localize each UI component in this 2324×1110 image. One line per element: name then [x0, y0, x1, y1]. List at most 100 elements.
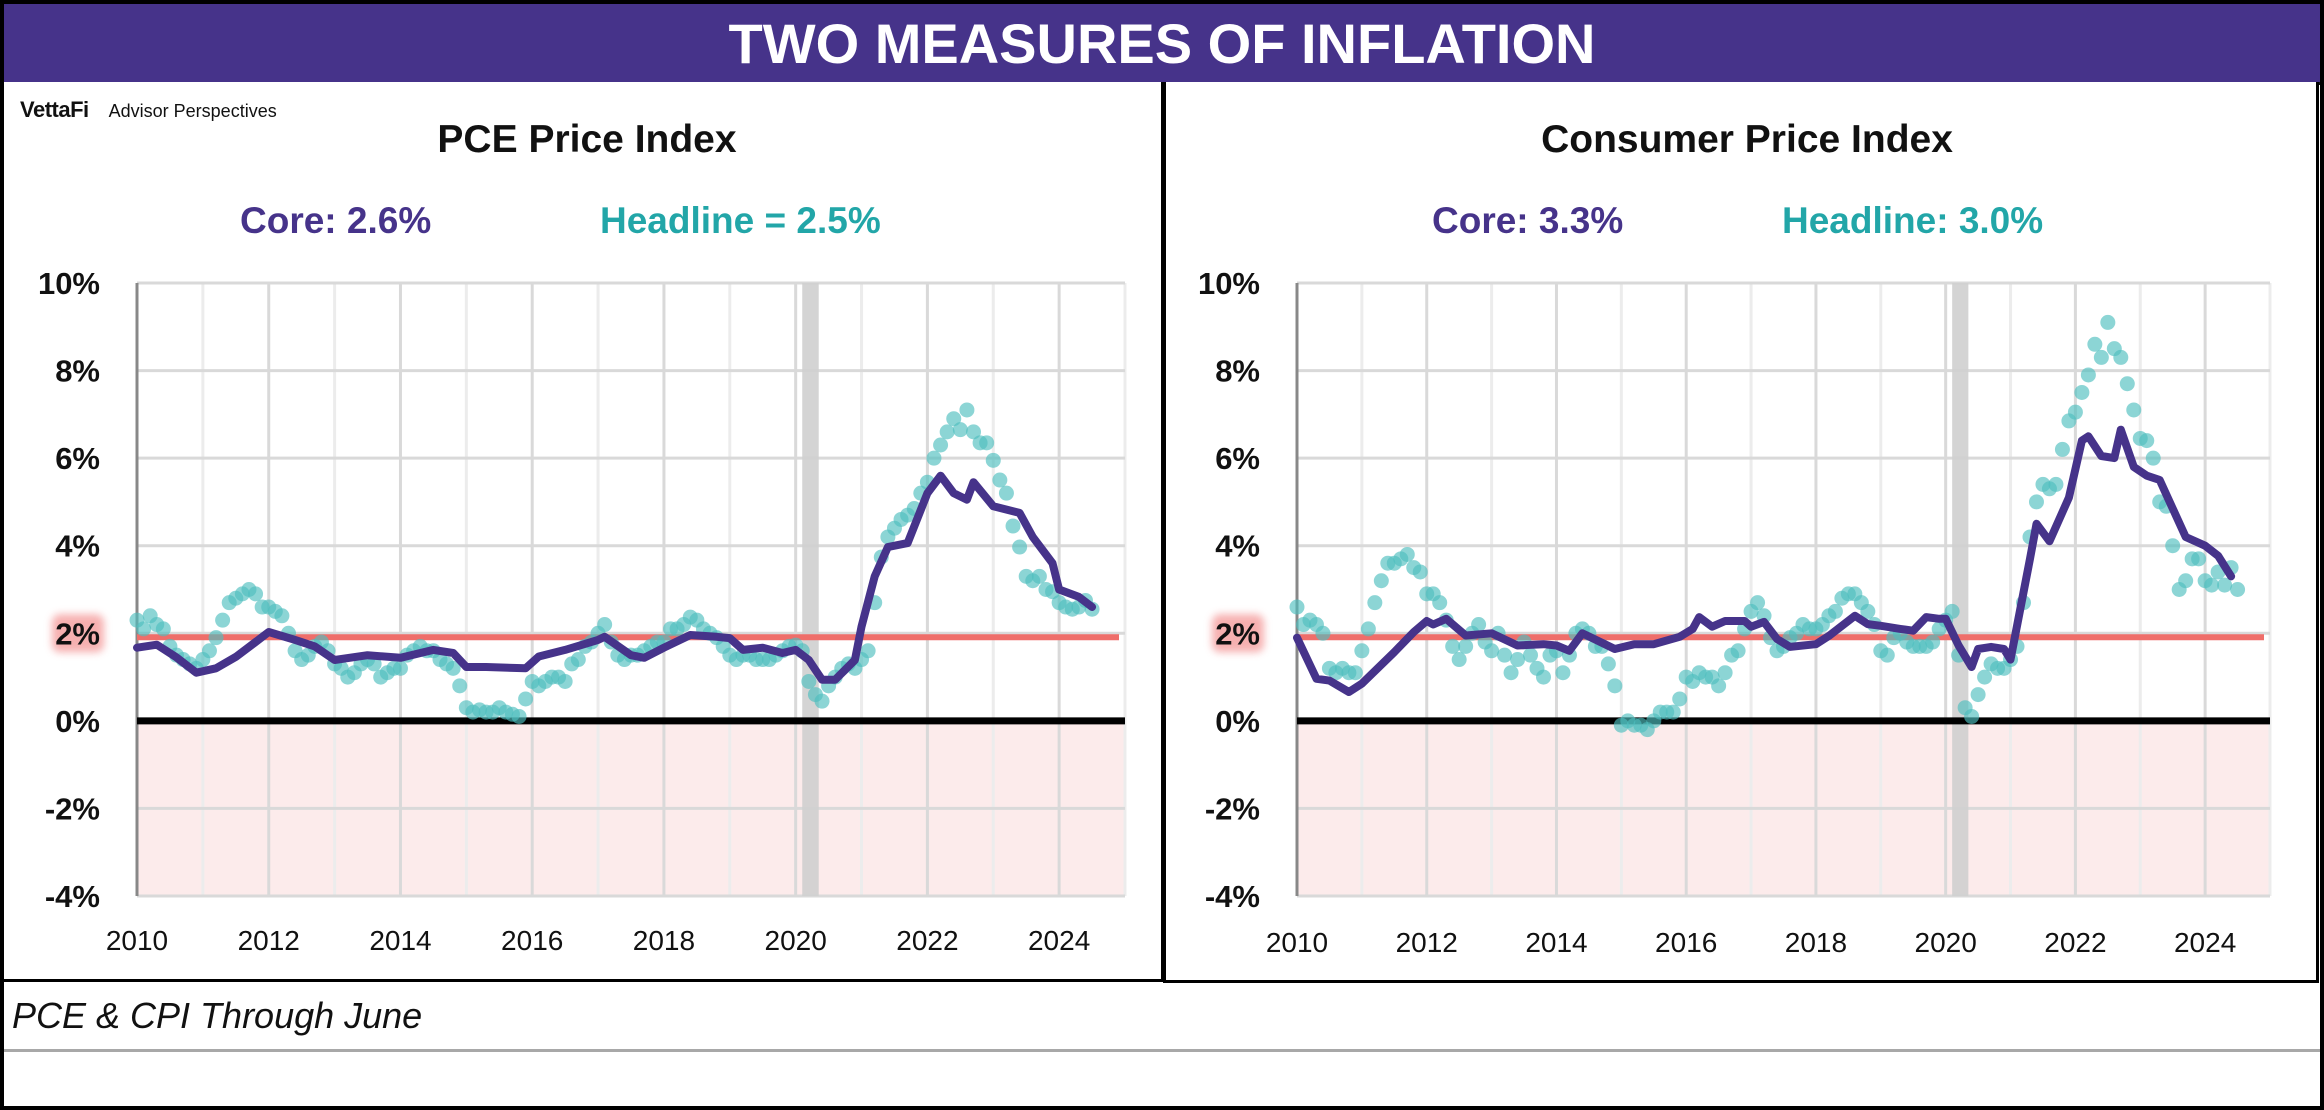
pce-headline-point [1005, 518, 1021, 534]
cpi-headline-point [1503, 665, 1519, 681]
cpi-headline-point [1925, 634, 1941, 650]
pce-headline-point [518, 691, 534, 707]
pce-headline-point [570, 652, 586, 668]
pce-y-tick-label: 0% [55, 704, 100, 739]
pce-headline-point [959, 402, 975, 418]
pce-headline-point [952, 422, 968, 438]
cpi-core-line [1293, 425, 2236, 696]
pce-headline-point [992, 472, 1008, 488]
cpi-headline-point [1458, 638, 1474, 654]
cpi-headline-point [1555, 665, 1571, 681]
pce-headline-point [248, 586, 264, 602]
pce-headline-point [1031, 568, 1047, 584]
pce-y-tick-label: 10% [38, 266, 100, 301]
cpi-x-tick-label: 2016 [1655, 927, 1717, 958]
cpi-headline-point [1964, 708, 1980, 724]
pce-headline-point [966, 424, 982, 440]
cpi-y-tick-label: 10% [1198, 266, 1260, 301]
pce-y-tick-label: 6% [55, 441, 100, 476]
pce-y-tick-label: -2% [45, 791, 100, 826]
cpi-headline-point [1347, 665, 1363, 681]
cpi-headline-point [1315, 625, 1331, 641]
cpi-y-tick-label: 0% [1215, 704, 1260, 739]
pce-headline-point [597, 617, 613, 633]
pce-headline-point [201, 643, 217, 659]
cpi-headline-point [2139, 433, 2155, 449]
cpi-y-tick-label: 4% [1215, 529, 1260, 564]
cpi-headline-point [1717, 665, 1733, 681]
cpi-headline-point [1451, 652, 1467, 668]
cpi-headline-point [1970, 687, 1986, 703]
pce-headline-point [946, 411, 962, 427]
pce-headline-point [939, 424, 955, 440]
cpi-headline-point [1471, 617, 1487, 633]
pce-y-tick-label: -4% [45, 879, 100, 914]
cpi-headline-point [1354, 643, 1370, 659]
cpi-headline-point [1289, 599, 1305, 615]
cpi-target-tick-highlight [1212, 614, 1264, 653]
cpi-headline-point [2067, 404, 2083, 420]
cpi-headline-point [1730, 643, 1746, 659]
cpi-headline-point [1665, 704, 1681, 720]
pce-x-tick-label: 2020 [765, 925, 827, 956]
cpi-headline-point [2048, 476, 2064, 492]
cpi-x-tick-label: 2020 [1915, 927, 1977, 958]
cpi-x-tick-label: 2014 [1525, 927, 1587, 958]
cpi-y-tick-label: 6% [1215, 441, 1260, 476]
cpi-headline-point [2145, 450, 2161, 466]
cpi-headline-point [1672, 691, 1688, 707]
cpi-x-tick-label: 2012 [1396, 927, 1458, 958]
pce-headline-point [208, 630, 224, 646]
cpi-headline-point [1607, 678, 1623, 694]
cpi-chart-title: Consumer Price Index [1541, 118, 1953, 161]
cpi-headline-point [1432, 595, 1448, 611]
cpi-headline-point [2100, 314, 2116, 330]
cpi-headline-point [2165, 538, 2181, 554]
cpi-headline-point [1535, 669, 1551, 685]
pce-x-tick-label: 2014 [369, 925, 431, 956]
cpi-headline-point [2217, 577, 2233, 593]
pce-chart: 10% 8% 6% 4% 2% 0% -2% -4%2010 2012 2014 2016 2018 2… [38, 266, 1127, 956]
pce-target-tick-highlight [52, 614, 104, 653]
footer-divider [4, 1049, 2320, 1052]
cpi-headline-point [1977, 669, 1993, 685]
cpi-headline-point [1412, 564, 1428, 580]
pce-x-tick-label: 2012 [238, 925, 300, 956]
pce-headline-point [136, 621, 152, 637]
cpi-headline-point [1879, 647, 1895, 663]
pce-headline-point [511, 708, 527, 724]
cpi-headline-point [1510, 652, 1526, 668]
pce-y-tick-label: 2% [55, 616, 100, 651]
cpi-headline-point [2028, 494, 2044, 510]
cpi-headline-point [1373, 573, 1389, 589]
pce-chart-title: PCE Price Index [437, 118, 737, 161]
pce-headline-point [366, 656, 382, 672]
cpi-headline-point [1523, 647, 1539, 663]
pce-core-label: Core: 2.6% [240, 200, 432, 241]
cpi-y-tick-label: 8% [1215, 354, 1260, 389]
brand-subtitle: Advisor Perspectives [108, 101, 277, 121]
cpi-x-tick-label: 2010 [1266, 927, 1328, 958]
pce-x-tick-label: 2018 [633, 925, 695, 956]
cpi-headline-point [1484, 643, 1500, 659]
pce-headline-point [445, 660, 461, 676]
cpi-headline-point [2054, 441, 2070, 457]
cpi-headline-point [1399, 546, 1415, 562]
pce-x-tick-label: 2024 [1028, 925, 1090, 956]
cpi-headline-point [2074, 384, 2090, 400]
pce-headline-point [979, 435, 995, 451]
cpi-headline-point [2230, 582, 2246, 597]
cpi-y-tick-label: 2% [1215, 616, 1260, 651]
pce-headline-point [452, 678, 468, 694]
pce-headline-point [860, 643, 876, 659]
pce-headline-point [557, 673, 573, 689]
pce-headline-point [801, 673, 817, 689]
cpi-headline-point [1445, 638, 1461, 654]
cpi-headline-point [2178, 573, 2194, 589]
cpi-headline-point [1944, 603, 1960, 619]
pce-headline-point [998, 485, 1014, 501]
cpi-y-tick-label: -4% [1205, 879, 1260, 914]
cpi-headline-point [2080, 367, 2096, 383]
cpi-headline-point [2204, 577, 2220, 593]
brand-name: VettaFi [20, 97, 89, 122]
